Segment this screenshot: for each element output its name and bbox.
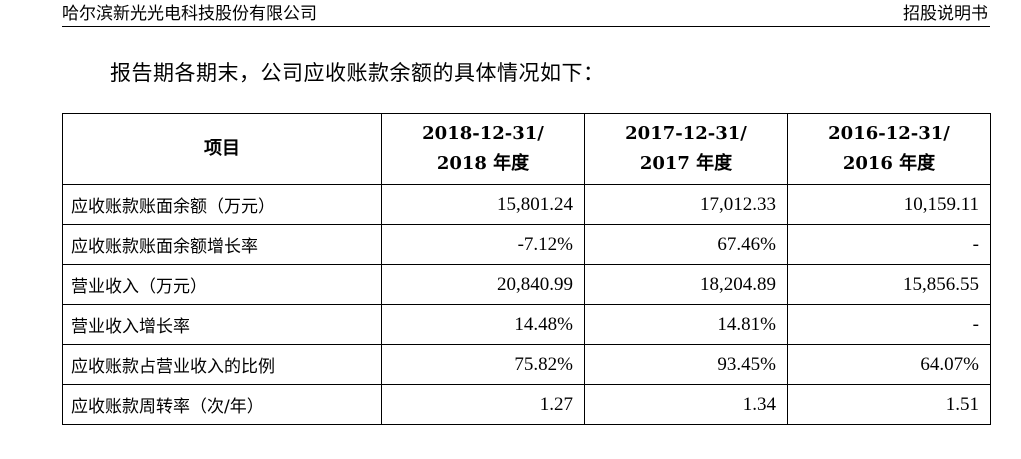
column-header-2017: 2017-12-31/ 2017 年度 bbox=[584, 113, 788, 185]
receivables-table: 项目 2018-12-31/ 2018 年度 2017-12-31/ 2017 … bbox=[62, 113, 991, 425]
row-label: 营业收入（万元） bbox=[62, 264, 382, 305]
cell-value: 20,840.99 bbox=[381, 264, 585, 305]
column-header-date: 2017-12-31/ bbox=[625, 123, 747, 144]
table-row: 应收账款账面余额（万元） 15,801.24 17,012.33 10,159.… bbox=[62, 184, 991, 225]
cell-value: 15,856.55 bbox=[787, 264, 991, 305]
cell-value: 75.82% bbox=[381, 344, 585, 385]
cell-value: 1.34 bbox=[584, 384, 788, 425]
cell-value: 10,159.11 bbox=[787, 184, 991, 225]
table-header-row: 项目 2018-12-31/ 2018 年度 2017-12-31/ 2017 … bbox=[62, 113, 991, 185]
column-header-year: 2018 年度 bbox=[436, 153, 530, 174]
cell-value: 18,204.89 bbox=[584, 264, 788, 305]
cell-value: 17,012.33 bbox=[584, 184, 788, 225]
cell-value: 14.81% bbox=[584, 304, 788, 345]
table-row: 营业收入增长率 14.48% 14.81% - bbox=[62, 304, 991, 345]
cell-value: 64.07% bbox=[787, 344, 991, 385]
cell-value: 1.51 bbox=[787, 384, 991, 425]
cell-value: - bbox=[787, 224, 991, 265]
row-label: 应收账款占营业收入的比例 bbox=[62, 344, 382, 385]
row-label: 应收账款周转率（次/年） bbox=[62, 384, 382, 425]
row-label: 应收账款账面余额增长率 bbox=[62, 224, 382, 265]
item-column-header: 项目 bbox=[62, 113, 382, 185]
document-type: 招股说明书 bbox=[903, 4, 988, 24]
table-row: 应收账款账面余额增长率 -7.12% 67.46% - bbox=[62, 224, 991, 265]
page-header: 哈尔滨新光光电科技股份有限公司 招股说明书 bbox=[62, 0, 990, 27]
cell-value: - bbox=[787, 304, 991, 345]
column-header-year: 2017 年度 bbox=[639, 153, 733, 174]
column-header-2016: 2016-12-31/ 2016 年度 bbox=[787, 113, 991, 185]
cell-value: 67.46% bbox=[584, 224, 788, 265]
row-label: 应收账款账面余额（万元） bbox=[62, 184, 382, 225]
cell-value: 15,801.24 bbox=[381, 184, 585, 225]
column-header-year: 2016 年度 bbox=[842, 153, 936, 174]
table-row: 应收账款周转率（次/年） 1.27 1.34 1.51 bbox=[62, 384, 991, 425]
cell-value: 14.48% bbox=[381, 304, 585, 345]
column-header-2018: 2018-12-31/ 2018 年度 bbox=[381, 113, 585, 185]
cell-value: -7.12% bbox=[381, 224, 585, 265]
column-header-date: 2016-12-31/ bbox=[828, 123, 950, 144]
table-row: 应收账款占营业收入的比例 75.82% 93.45% 64.07% bbox=[62, 344, 991, 385]
company-name: 哈尔滨新光光电科技股份有限公司 bbox=[62, 4, 317, 24]
table-row: 营业收入（万元） 20,840.99 18,204.89 15,856.55 bbox=[62, 264, 991, 305]
intro-paragraph: 报告期各期末，公司应收账款余额的具体情况如下： bbox=[110, 61, 605, 85]
row-label: 营业收入增长率 bbox=[62, 304, 382, 345]
cell-value: 93.45% bbox=[584, 344, 788, 385]
cell-value: 1.27 bbox=[381, 384, 585, 425]
column-header-date: 2018-12-31/ bbox=[422, 123, 544, 144]
